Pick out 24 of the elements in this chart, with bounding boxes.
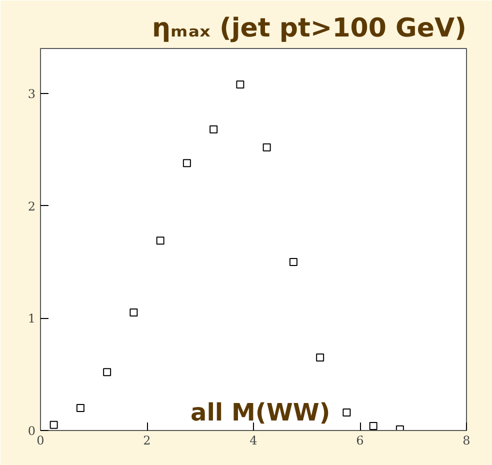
- x-tick-label: 8: [462, 434, 470, 448]
- point: [236, 80, 244, 88]
- point: [50, 420, 58, 429]
- x-tick-label: 6: [356, 434, 364, 448]
- point: [316, 353, 324, 362]
- y-tick-label: 1: [28, 312, 36, 326]
- point: [210, 125, 218, 134]
- y-tick-label: 2: [28, 199, 36, 214]
- x-tick-label: 0: [36, 434, 44, 448]
- point: [369, 422, 378, 430]
- point: [130, 308, 138, 317]
- point: [103, 368, 112, 376]
- y-tick-label: 3: [28, 86, 36, 101]
- point: [156, 236, 164, 245]
- y-tick-label: 0: [28, 424, 36, 438]
- point: [76, 404, 84, 412]
- chart-title: ηₘₐₓ (jet pt>100 GeV): [152, 14, 467, 44]
- annotation: all M(WW): [190, 398, 330, 426]
- x-tick-label: 4: [250, 434, 258, 448]
- point: [342, 408, 351, 417]
- point: [289, 258, 298, 266]
- x-tick-label: 2: [143, 434, 151, 448]
- point: [262, 143, 271, 152]
- point: [182, 159, 191, 168]
